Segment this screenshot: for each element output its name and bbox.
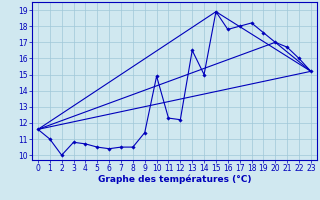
X-axis label: Graphe des températures (°C): Graphe des températures (°C) [98,175,251,184]
